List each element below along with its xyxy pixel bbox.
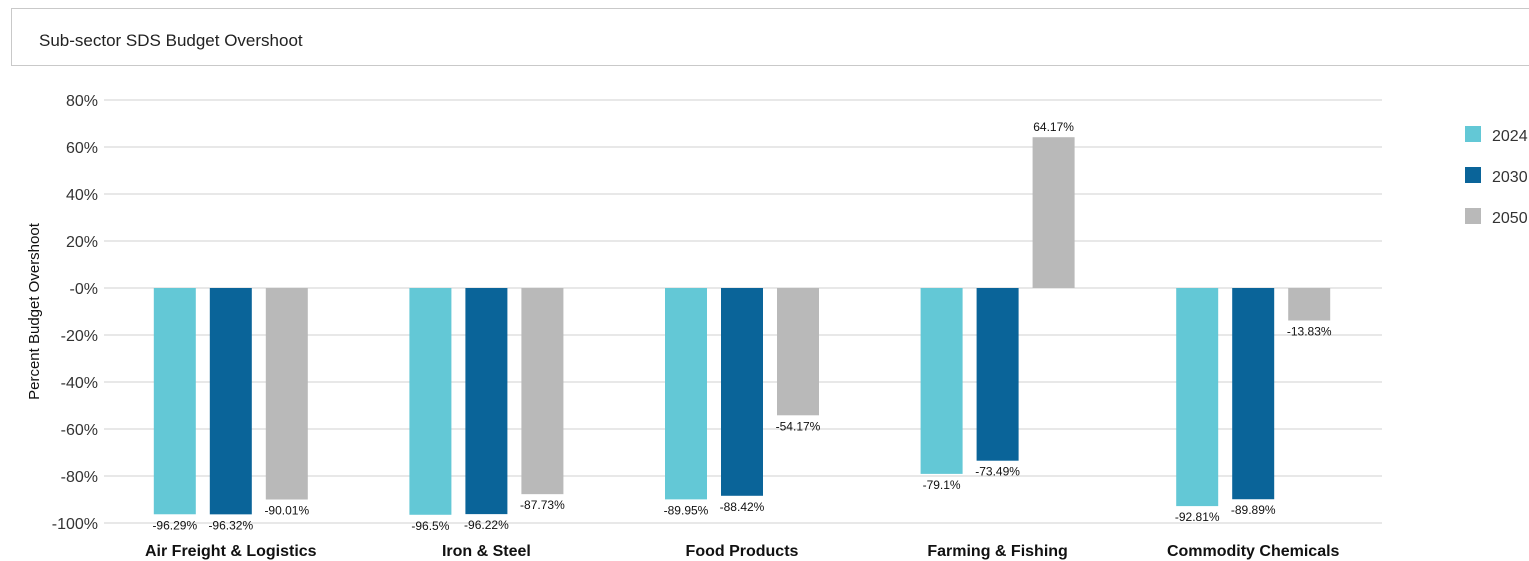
bar — [721, 288, 763, 496]
x-tick-label: Food Products — [686, 543, 799, 560]
y-tick-label: 60% — [66, 140, 98, 157]
bar — [976, 288, 1019, 461]
bar — [777, 288, 819, 416]
bar — [409, 288, 452, 515]
bar — [265, 288, 308, 500]
x-tick-label: Iron & Steel — [442, 543, 531, 560]
bar — [153, 288, 196, 515]
data-label: -73.49% — [975, 465, 1020, 479]
y-tick-label: -0% — [70, 281, 98, 298]
y-tick-label: 20% — [66, 234, 98, 251]
bar — [521, 288, 564, 495]
bar — [1032, 137, 1075, 288]
bar — [1288, 288, 1331, 321]
data-label: -79.1% — [923, 478, 961, 492]
y-tick-label: -80% — [61, 469, 98, 486]
chart-title-box: Sub-sector SDS Budget Overshoot — [11, 8, 1529, 66]
data-label: -96.32% — [208, 518, 253, 532]
legend-label: 2030 — [1492, 169, 1528, 186]
bar — [465, 288, 508, 515]
bar — [209, 288, 252, 515]
data-label: -96.5% — [411, 519, 449, 533]
bar — [665, 288, 707, 500]
x-tick-label: Farming & Fishing — [927, 543, 1067, 560]
legend-swatch — [1465, 167, 1481, 183]
y-tick-label: -100% — [52, 516, 98, 533]
data-label: -90.01% — [264, 504, 309, 518]
y-axis-label: Percent Budget Overshoot — [26, 222, 43, 400]
legend-label: 2024 — [1492, 128, 1528, 145]
bar — [1176, 288, 1219, 507]
bar — [1232, 288, 1275, 500]
y-tick-label: -20% — [61, 328, 98, 345]
x-tick-label: Commodity Chemicals — [1167, 543, 1340, 560]
data-label: -92.81% — [1175, 510, 1220, 524]
y-tick-label: -60% — [61, 422, 98, 439]
bar — [920, 288, 963, 474]
data-label: -88.42% — [720, 500, 765, 514]
chart-title: Sub-sector SDS Budget Overshoot — [39, 31, 303, 50]
y-tick-label: 40% — [66, 187, 98, 204]
data-label: -54.17% — [776, 419, 821, 433]
y-tick-label: 80% — [66, 93, 98, 110]
data-label: -96.22% — [464, 518, 509, 532]
data-label: -89.89% — [1231, 503, 1276, 517]
data-label: -87.73% — [520, 498, 565, 512]
x-tick-label: Air Freight & Logistics — [145, 543, 317, 560]
legend-label: 2050 — [1492, 210, 1528, 227]
y-tick-label: -40% — [61, 375, 98, 392]
data-label: -89.95% — [664, 503, 709, 517]
data-label: -96.29% — [152, 518, 197, 532]
legend-swatch — [1465, 208, 1481, 224]
legend-swatch — [1465, 126, 1481, 142]
data-label: -13.83% — [1287, 325, 1332, 339]
data-label: 64.17% — [1033, 120, 1074, 134]
